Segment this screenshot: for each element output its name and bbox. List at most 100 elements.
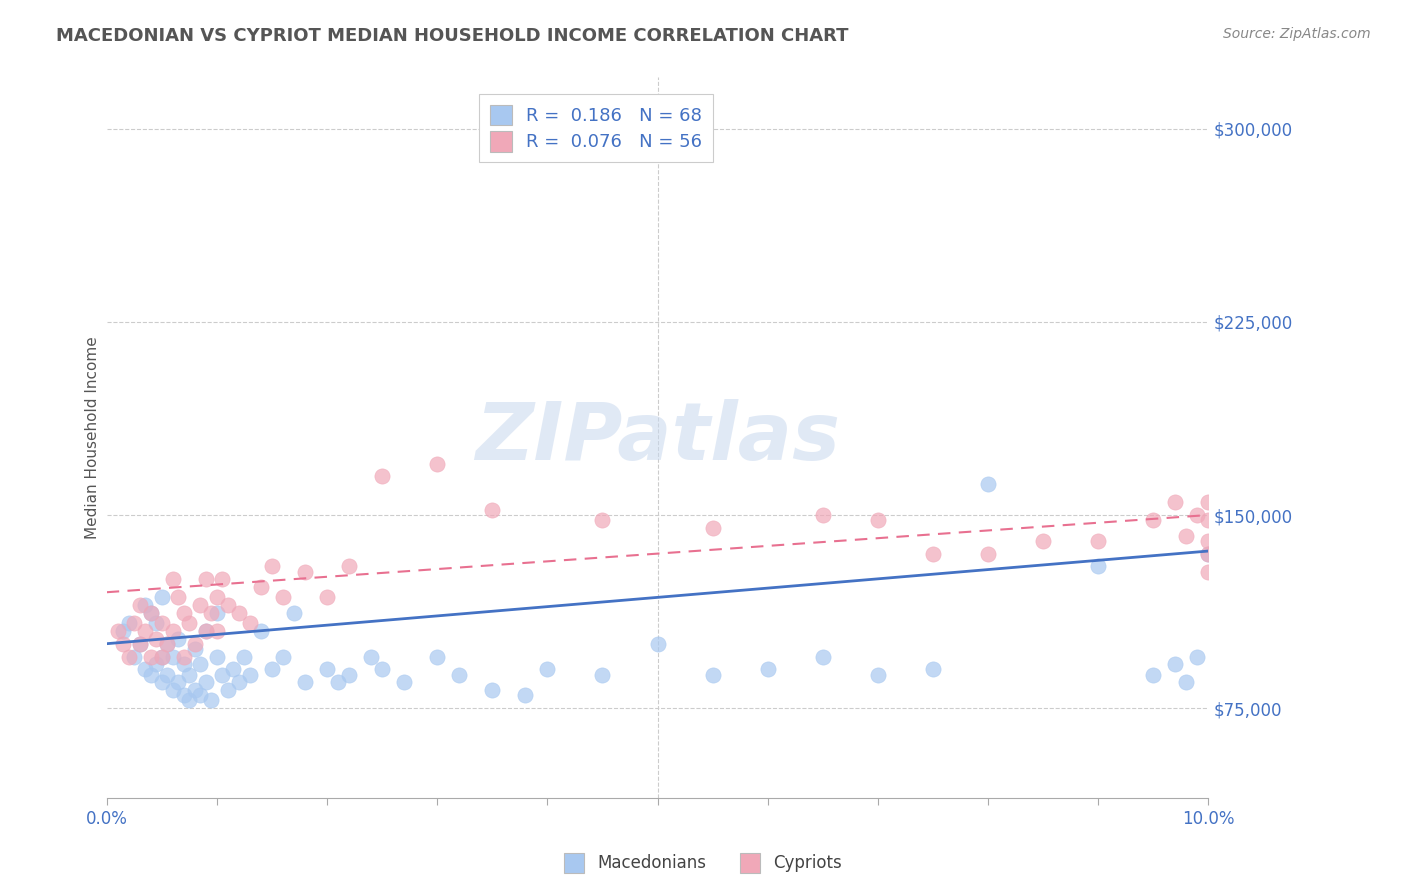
Point bbox=[1198, 495, 1220, 509]
Point bbox=[205, 624, 228, 638]
Point bbox=[1187, 508, 1209, 522]
Point bbox=[128, 637, 150, 651]
Point bbox=[194, 624, 217, 638]
Point bbox=[426, 649, 449, 664]
Legend: R =  0.186   N = 68, R =  0.076   N = 56: R = 0.186 N = 68, R = 0.076 N = 56 bbox=[479, 94, 713, 162]
Point bbox=[1198, 513, 1220, 527]
Point bbox=[271, 649, 294, 664]
Point bbox=[922, 662, 945, 676]
Point bbox=[194, 572, 217, 586]
Point bbox=[179, 616, 201, 631]
Point bbox=[536, 662, 558, 676]
Point bbox=[162, 649, 184, 664]
Point bbox=[337, 559, 360, 574]
Point bbox=[145, 632, 167, 646]
Point bbox=[1164, 657, 1187, 672]
Point bbox=[167, 675, 190, 690]
Point bbox=[211, 667, 233, 681]
Point bbox=[139, 606, 162, 620]
Point bbox=[150, 675, 173, 690]
Point bbox=[360, 649, 382, 664]
Point bbox=[200, 606, 222, 620]
Point bbox=[173, 688, 195, 702]
Legend: Macedonians, Cypriots: Macedonians, Cypriots bbox=[557, 847, 849, 880]
Point bbox=[647, 637, 669, 651]
Y-axis label: Median Household Income: Median Household Income bbox=[86, 336, 100, 539]
Point bbox=[702, 667, 724, 681]
Point bbox=[592, 667, 614, 681]
Point bbox=[326, 675, 349, 690]
Point bbox=[188, 688, 211, 702]
Point bbox=[811, 508, 834, 522]
Point bbox=[134, 662, 156, 676]
Point bbox=[260, 662, 283, 676]
Point bbox=[239, 616, 262, 631]
Point bbox=[156, 637, 179, 651]
Point bbox=[194, 675, 217, 690]
Point bbox=[118, 616, 141, 631]
Point bbox=[184, 641, 207, 656]
Point bbox=[179, 693, 201, 707]
Point bbox=[150, 591, 173, 605]
Point bbox=[162, 624, 184, 638]
Point bbox=[702, 521, 724, 535]
Point bbox=[167, 632, 190, 646]
Point bbox=[481, 683, 503, 698]
Point bbox=[179, 667, 201, 681]
Point bbox=[1164, 495, 1187, 509]
Point bbox=[977, 477, 1000, 491]
Point bbox=[188, 657, 211, 672]
Point bbox=[205, 606, 228, 620]
Text: Source: ZipAtlas.com: Source: ZipAtlas.com bbox=[1223, 27, 1371, 41]
Point bbox=[150, 616, 173, 631]
Point bbox=[139, 667, 162, 681]
Point bbox=[128, 598, 150, 612]
Point bbox=[184, 683, 207, 698]
Point bbox=[173, 657, 195, 672]
Point bbox=[118, 649, 141, 664]
Point bbox=[239, 667, 262, 681]
Point bbox=[228, 675, 250, 690]
Point bbox=[811, 649, 834, 664]
Point bbox=[162, 683, 184, 698]
Point bbox=[337, 667, 360, 681]
Point bbox=[294, 675, 316, 690]
Point bbox=[228, 606, 250, 620]
Point bbox=[1032, 533, 1054, 548]
Point bbox=[217, 683, 239, 698]
Point bbox=[260, 559, 283, 574]
Point bbox=[156, 667, 179, 681]
Point bbox=[194, 624, 217, 638]
Point bbox=[1175, 528, 1198, 542]
Point bbox=[150, 649, 173, 664]
Point bbox=[294, 565, 316, 579]
Point bbox=[756, 662, 779, 676]
Point bbox=[107, 624, 129, 638]
Point bbox=[481, 503, 503, 517]
Point bbox=[134, 598, 156, 612]
Point bbox=[173, 649, 195, 664]
Point bbox=[112, 637, 135, 651]
Point bbox=[449, 667, 471, 681]
Point bbox=[162, 572, 184, 586]
Point bbox=[977, 547, 1000, 561]
Point bbox=[134, 624, 156, 638]
Point bbox=[205, 649, 228, 664]
Point bbox=[1198, 533, 1220, 548]
Point bbox=[515, 688, 537, 702]
Point bbox=[139, 649, 162, 664]
Point bbox=[1198, 547, 1220, 561]
Point bbox=[1087, 559, 1109, 574]
Point bbox=[271, 591, 294, 605]
Point bbox=[145, 657, 167, 672]
Point bbox=[1198, 547, 1220, 561]
Point bbox=[145, 616, 167, 631]
Point bbox=[233, 649, 256, 664]
Point bbox=[283, 606, 305, 620]
Point bbox=[1142, 667, 1164, 681]
Point bbox=[211, 572, 233, 586]
Point bbox=[1142, 513, 1164, 527]
Point bbox=[426, 457, 449, 471]
Point bbox=[128, 637, 150, 651]
Point bbox=[1175, 675, 1198, 690]
